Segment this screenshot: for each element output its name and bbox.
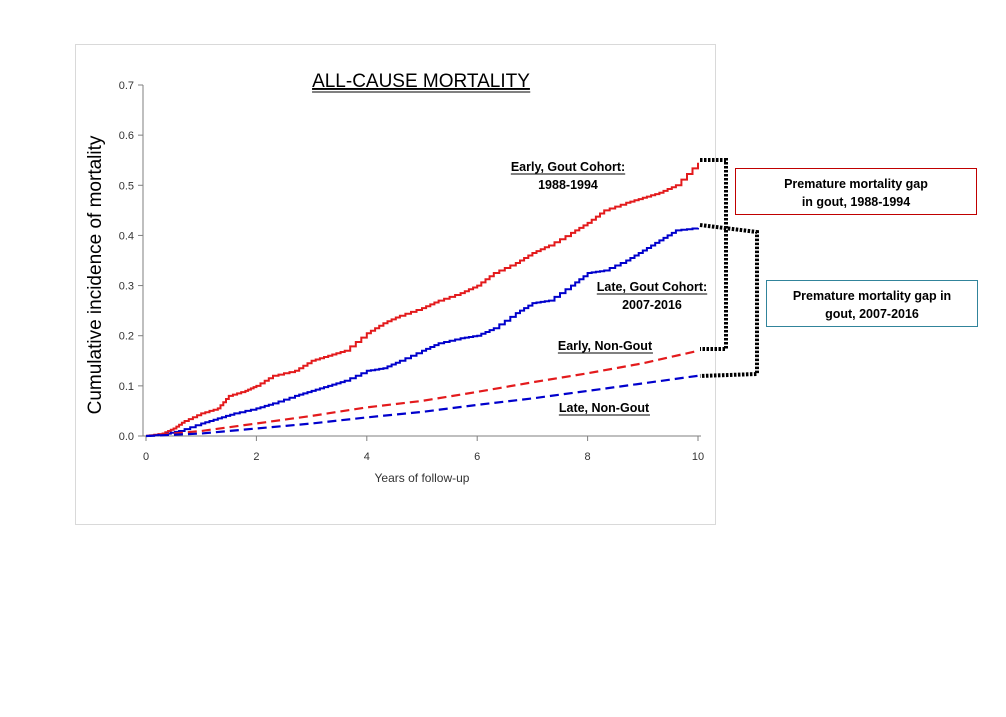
y-tick-label: 0.0: [119, 431, 134, 443]
y-ticks: 0.0 0.1 0.2 0.3 0.4 0.5 0.6 0.7: [119, 80, 143, 443]
y-tick-label: 0.1: [119, 381, 134, 393]
series-line-3: [145, 374, 699, 438]
gap-bracket-1988-1994: [700, 158, 728, 351]
y-tick-label: 0.6: [119, 130, 134, 142]
plot-frame: [75, 44, 716, 525]
y-axis-label: Cumulative incidence of mortality: [85, 135, 106, 414]
series-label-early-non-gout: Early, Non-Gout: [558, 339, 653, 353]
series-label-late-non-gout: Late, Non-Gout: [559, 401, 650, 415]
y-tick-label: 0.4: [119, 230, 134, 242]
chart-title: ALL-CAUSE MORTALITY: [312, 71, 530, 92]
y-tick-label: 0.2: [119, 331, 134, 343]
series-line-0: [146, 162, 699, 437]
gap-box-2007-2016-line2: gout, 2007-2016: [825, 307, 919, 321]
series-label-early-gout-line1: Early, Gout Cohort:: [511, 160, 625, 174]
series-label-late-gout-line1: Late, Gout Cohort:: [597, 280, 707, 294]
x-tick-label: 10: [692, 451, 704, 463]
x-axis-label: Years of follow-up: [375, 471, 470, 485]
x-tick-label: 8: [585, 451, 591, 463]
series-lines: [145, 162, 699, 438]
gap-box-1988-1994-line1: Premature mortality gap: [784, 177, 928, 191]
gap-box-2007-2016-border: [766, 280, 978, 327]
x-tick-label: 0: [143, 451, 149, 463]
y-tick-label: 0.5: [119, 180, 134, 192]
y-tick-label: 0.7: [119, 80, 134, 92]
gap-box-1988-1994-line2: in gout, 1988-1994: [802, 195, 910, 209]
series-label-late-gout-line2: 2007-2016: [622, 298, 682, 312]
gap-box-1988-1994-border: [735, 168, 977, 215]
x-tick-label: 6: [474, 451, 480, 463]
series-line-2: [145, 349, 699, 438]
series-line-1: [146, 227, 699, 437]
gap-box-2007-2016: Premature mortality gap in gout, 2007-20…: [766, 280, 978, 327]
y-tick-label: 0.3: [119, 281, 134, 293]
gap-box-2007-2016-line1: Premature mortality gap in: [793, 289, 951, 303]
frame-gap: [77, 63, 139, 448]
x-tick-label: 2: [253, 451, 259, 463]
gap-bracket-2007-2016: [699, 223, 759, 378]
gap-box-1988-1994: Premature mortality gap in gout, 1988-19…: [735, 168, 977, 215]
series-label-early-gout-line2: 1988-1994: [538, 178, 598, 192]
x-tick-label: 4: [364, 451, 370, 463]
x-ticks: 0 2 4 6 8 10: [143, 436, 704, 463]
series-labels: Early, Gout Cohort: 1988-1994 Late, Gout…: [510, 160, 708, 416]
